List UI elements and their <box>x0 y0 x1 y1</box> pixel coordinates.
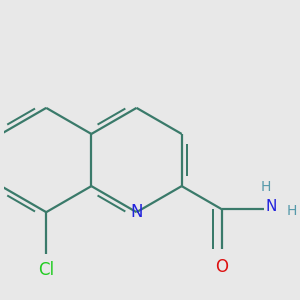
Text: N: N <box>130 203 143 221</box>
Text: Cl: Cl <box>38 261 54 279</box>
Text: N: N <box>266 199 277 214</box>
Text: H: H <box>261 180 271 194</box>
Text: O: O <box>215 258 228 276</box>
Text: H: H <box>286 204 297 218</box>
